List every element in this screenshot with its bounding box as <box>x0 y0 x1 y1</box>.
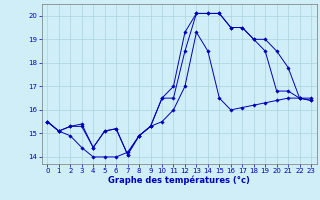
X-axis label: Graphe des températures (°c): Graphe des températures (°c) <box>108 176 250 185</box>
